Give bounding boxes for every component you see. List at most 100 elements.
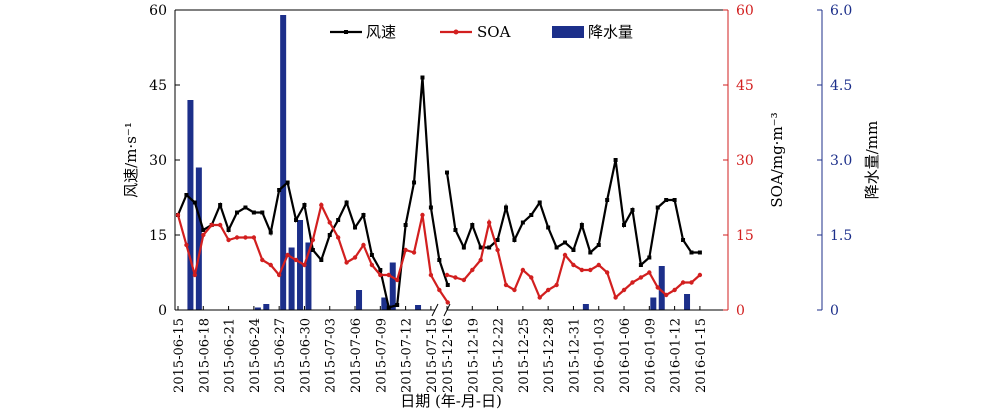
rain-bar	[415, 305, 422, 310]
soa-point	[453, 275, 458, 280]
y1-tick-label: 30	[149, 153, 167, 169]
wind-point	[369, 253, 374, 257]
y2-tick-label: 60	[736, 3, 754, 19]
x-tick-label: 2015-06-30	[298, 318, 313, 393]
wind-point	[478, 245, 483, 250]
rain-bar	[254, 307, 261, 310]
soa-point	[486, 220, 492, 225]
soa-point	[520, 267, 526, 273]
wind-point	[437, 258, 442, 262]
wind-point	[251, 210, 256, 215]
soa-point	[411, 250, 417, 255]
wind-point	[260, 210, 265, 215]
wind-point	[445, 283, 450, 287]
wind-point	[378, 268, 383, 272]
wind-point	[689, 250, 694, 255]
soa-point	[352, 255, 358, 260]
axes: 0 0 0 15 15 1.5 30 30 3.0 45 45 4.5 60 60 6.0 2015-06-1…	[149, 3, 852, 393]
wind-point	[647, 255, 652, 260]
rain-bar	[684, 294, 691, 310]
soa-point	[579, 267, 585, 273]
soa-point	[495, 247, 500, 253]
soa-point	[285, 252, 290, 258]
wind-point	[520, 220, 525, 225]
soa-point	[386, 272, 391, 278]
soa-point	[260, 257, 265, 263]
rain-bar	[582, 304, 589, 310]
soa-point	[293, 257, 299, 263]
wind-point	[697, 250, 702, 255]
wind-point	[268, 230, 273, 235]
soa-point	[201, 232, 206, 238]
rain-bar	[195, 167, 202, 310]
x-axis-title: 日期 (年-月-日)	[400, 392, 502, 410]
wind-point	[412, 180, 417, 185]
x-tick-label: 2015-12-25	[517, 318, 532, 393]
x-tick-label: 2015-12-16	[441, 318, 456, 393]
soa-point	[420, 212, 425, 218]
y3-tick-label: 6.0	[830, 3, 852, 19]
y2-axis-title: SOA/mg·m⁻³	[768, 112, 786, 207]
y2-tick-label: 15	[736, 228, 754, 244]
soa-point	[562, 252, 568, 258]
soa-point	[403, 247, 408, 253]
soa-point	[529, 275, 534, 280]
x-tick-label: 2015-12-31	[567, 318, 582, 393]
soa-point	[503, 282, 509, 288]
soa-point	[604, 270, 610, 275]
soa-point	[319, 202, 324, 208]
legend-label-wind: 风速	[366, 23, 396, 41]
soa-point	[672, 287, 677, 293]
soa-point	[444, 272, 450, 278]
axis-break-mark	[431, 303, 439, 317]
wind-point	[403, 223, 408, 227]
wind-point	[428, 205, 433, 210]
soa-point	[638, 275, 644, 280]
wind-point	[571, 248, 576, 252]
wind-point	[235, 210, 240, 215]
wind-point	[622, 223, 627, 227]
y1-tick-label: 60	[149, 3, 167, 19]
soa-point	[234, 235, 240, 240]
wind-point	[537, 200, 542, 205]
soa-point	[588, 267, 593, 273]
soa-point	[251, 235, 257, 240]
rain-bar	[263, 304, 270, 310]
rain-bar	[297, 220, 304, 310]
wind-point	[243, 205, 248, 210]
y2-tick-label: 30	[736, 153, 754, 169]
x-tick-label: 2016-01-03	[593, 318, 608, 393]
rain-bar	[305, 242, 312, 310]
wind-point	[344, 200, 349, 205]
wind-point	[327, 233, 332, 237]
wind-point	[630, 208, 635, 212]
wind-point	[588, 250, 593, 255]
wind-point	[470, 223, 475, 227]
wind-point	[613, 158, 618, 162]
soa-point	[344, 260, 349, 265]
wind-point	[512, 238, 517, 242]
x-tick-label: 2015-12-22	[492, 318, 507, 393]
soa-point	[697, 272, 703, 278]
wind-speed-series	[176, 75, 702, 310]
wind-point	[277, 188, 282, 192]
soa-point	[647, 270, 652, 275]
wind-point	[395, 303, 400, 307]
wind-point	[420, 75, 425, 80]
x-tick-label: 2015-12-28	[542, 318, 557, 393]
x-tick-label: 2016-01-09	[643, 318, 658, 393]
axis-titles: 风速/m·s⁻¹ SOA/mg·m⁻³ 降水量/mm 日期 (年-月-日)	[122, 112, 881, 410]
rain-bar	[288, 247, 295, 310]
soa-point	[378, 272, 383, 278]
soa-point	[613, 295, 618, 300]
soa-point	[596, 262, 601, 268]
soa-point	[680, 280, 686, 285]
legend-label-rain: 降水量	[588, 23, 633, 41]
wind-point	[192, 200, 197, 205]
soa-point	[310, 237, 316, 243]
soa-point	[243, 235, 248, 240]
soa-point	[571, 262, 576, 268]
y1-tick-label: 45	[149, 78, 167, 94]
y1-tick-label: 15	[149, 228, 167, 244]
soa-point	[655, 285, 660, 290]
